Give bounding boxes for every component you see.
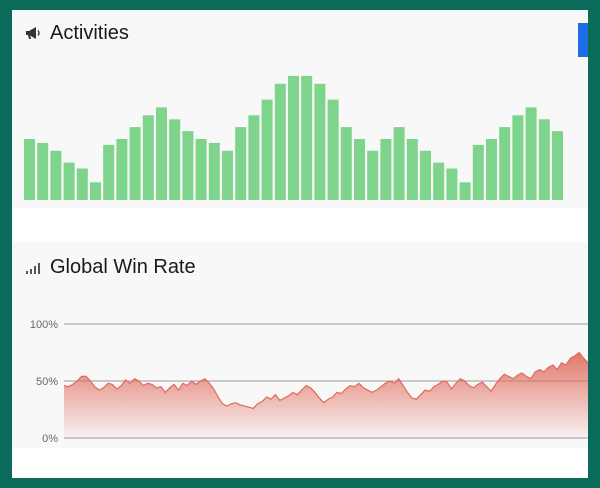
activity-bar	[24, 139, 35, 200]
activity-bar	[367, 150, 379, 200]
activity-bar	[90, 182, 101, 200]
activity-bar	[129, 127, 141, 200]
activity-bar	[472, 144, 484, 200]
activity-bar	[340, 127, 352, 200]
activity-bar	[63, 162, 75, 200]
activity-bar	[156, 107, 167, 200]
activity-bar	[380, 139, 392, 200]
activity-bar	[459, 182, 471, 200]
activity-bar	[499, 127, 511, 200]
activity-bar	[37, 142, 49, 200]
activity-bar	[169, 119, 181, 200]
activity-bar	[486, 139, 497, 200]
activity-bar	[327, 99, 339, 200]
activity-bar	[538, 119, 550, 200]
activity-bar	[420, 150, 431, 200]
activity-bar	[301, 75, 313, 200]
panel-action-button[interactable]	[578, 23, 588, 57]
winrate-title: Global Win Rate	[50, 255, 196, 278]
activity-bar	[50, 150, 62, 200]
signal-bars-icon	[24, 258, 42, 276]
activity-bar	[512, 115, 524, 200]
activity-bar	[235, 127, 247, 200]
activity-bar	[76, 168, 88, 200]
activity-bar	[274, 83, 286, 200]
activity-bar	[195, 139, 207, 200]
activity-bar	[406, 139, 418, 200]
activity-bar	[446, 168, 458, 200]
activity-bar	[525, 107, 537, 200]
y-tick-label: 50%	[36, 376, 58, 388]
activity-bar	[433, 162, 445, 200]
winrate-header: Global Win Rate	[24, 254, 196, 280]
activities-panel: Activities	[12, 10, 588, 208]
activity-bar	[261, 99, 273, 200]
activity-bar	[182, 131, 194, 200]
winrate-line	[63, 351, 588, 410]
winrate-panel: Global Win Rate 100% 50% 0%	[12, 242, 588, 448]
activity-bar	[393, 127, 405, 200]
dashboard-frame: Activities Global Win Rate 100% 50% 0%	[12, 10, 588, 478]
activity-bar	[142, 115, 154, 200]
activity-bar	[222, 150, 233, 200]
winrate-area-chart: 100% 50% 0%	[30, 319, 588, 444]
activity-bar	[314, 83, 326, 200]
activity-bar	[288, 75, 299, 200]
activity-bar	[248, 115, 260, 200]
megaphone-icon	[24, 24, 42, 42]
activity-bar	[103, 144, 115, 200]
activities-header: Activities	[24, 20, 129, 46]
activity-bar	[552, 131, 563, 200]
winrate-area	[64, 352, 588, 438]
y-tick-label: 0%	[42, 433, 58, 444]
activity-bar	[208, 142, 220, 200]
activity-bar	[116, 139, 128, 200]
y-tick-label: 100%	[30, 319, 58, 331]
activities-bar-chart	[24, 75, 563, 200]
activities-title: Activities	[50, 21, 129, 44]
activity-bar	[354, 139, 365, 200]
